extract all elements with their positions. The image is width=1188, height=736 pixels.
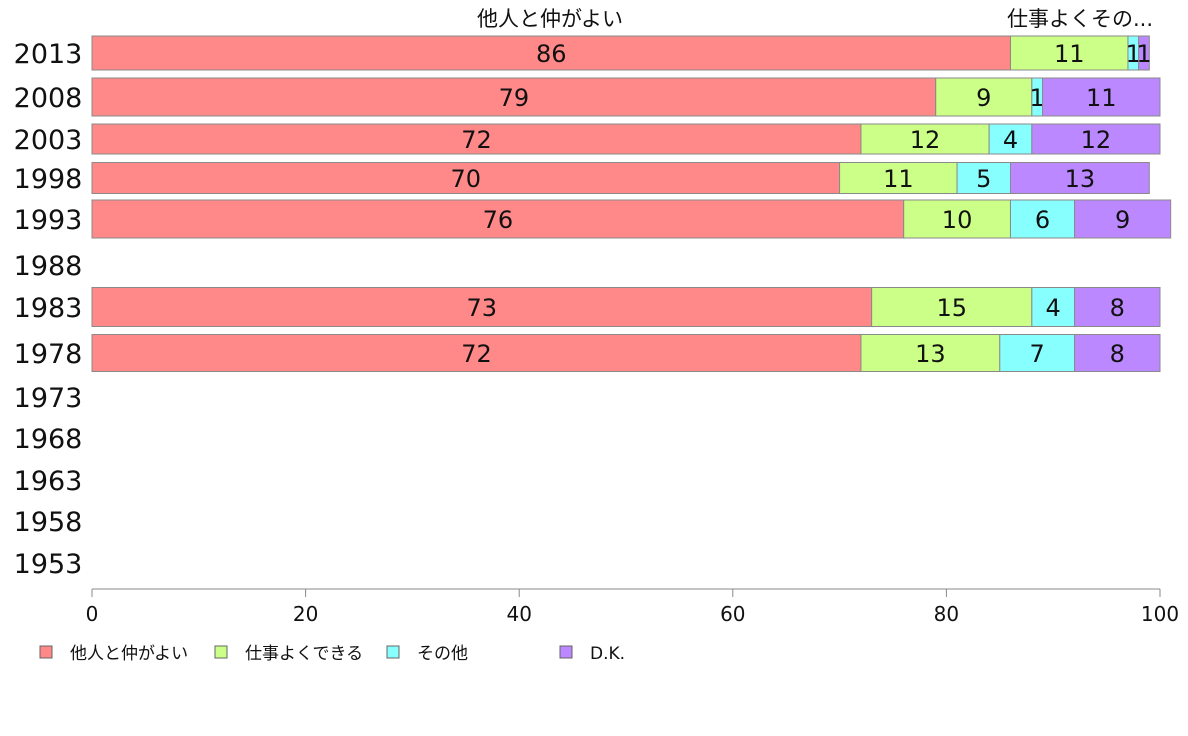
bar-label-1993-series-2: 6: [1035, 206, 1050, 234]
bar-label-1983-series-0: 73: [467, 294, 498, 322]
bar-1983-series-3: [1074, 287, 1161, 327]
bar-2013-series-1: [1009, 35, 1129, 71]
legend-label-0: 他人と仲がよい: [70, 644, 188, 664]
year-label-1978: 1978: [14, 339, 83, 370]
bar-label-2003-series-2: 4: [1003, 126, 1018, 154]
top-series-labels: 他人と仲がよい 仕事よくその...: [477, 7, 1153, 31]
bar-label-1998-series-1: 11: [883, 165, 914, 193]
bar-label-1978-series-3: 8: [1110, 340, 1125, 368]
bar-label-1993-series-1: 10: [942, 206, 973, 234]
bar-1978-series-2: [999, 334, 1076, 372]
bar-1978-series-1: [860, 334, 1001, 372]
bar-label-2008-series-2: 1: [1030, 84, 1045, 112]
bar-label-2008-series-1: 9: [976, 84, 991, 112]
bar-label-1998-series-2: 5: [976, 165, 991, 193]
year-label-1998: 1998: [14, 164, 83, 195]
bar-label-1998-series-3: 13: [1065, 165, 1096, 193]
year-label-2008: 2008: [14, 83, 83, 114]
legend-swatch-0: [39, 645, 53, 659]
x-tick-label-40: 40: [506, 602, 531, 626]
bar-label-1993-series-3: 9: [1115, 206, 1130, 234]
bar-label-2013-series-2: 1: [1126, 40, 1141, 68]
year-label-1993: 1993: [14, 205, 83, 236]
bar-1998-series-2: [956, 162, 1011, 194]
bar-label-2003-series-0: 72: [461, 126, 492, 154]
year-label-1988: 1988: [14, 251, 83, 282]
year-label-1968: 1968: [14, 424, 83, 455]
top-label-secondary: 仕事よくその...: [1007, 7, 1153, 31]
legend-label-1: 仕事よくできる: [245, 644, 363, 664]
bar-1993-series-3: [1074, 199, 1172, 239]
bar-2008-series-0: [91, 77, 937, 117]
year-labels: 2013 2008 2003 1998 1993 1988 1983 1978 1973 1968…: [14, 39, 83, 580]
legend: 他人と仲がよい 仕事よくできる その他 D.K.: [39, 644, 625, 664]
year-label-1983: 1983: [14, 293, 83, 324]
bar-1998-series-0: [91, 162, 841, 194]
bar-label-1978-series-0: 72: [461, 340, 492, 368]
bar-label-2013-series-0: 86: [536, 40, 567, 68]
bar-label-2013-series-3: 1: [1136, 40, 1151, 68]
bar-2013-series-0: [91, 35, 1011, 71]
legend-label-2: その他: [417, 644, 468, 664]
year-label-1963: 1963: [14, 466, 83, 497]
x-tick-label-0: 0: [86, 602, 99, 626]
bar-label-2008-series-3: 11: [1086, 84, 1117, 112]
x-tick-label-100: 100: [1141, 602, 1179, 626]
year-label-2013: 2013: [14, 39, 83, 70]
x-tick-label-60: 60: [720, 602, 745, 626]
x-tick-label-20: 20: [293, 602, 318, 626]
x-tick-label-80: 80: [934, 602, 959, 626]
year-label-1973: 1973: [14, 383, 83, 414]
bar-1983-series-1: [871, 287, 1033, 327]
bar-label-1998-series-0: 70: [451, 165, 482, 193]
bar-label-1993-series-0: 76: [483, 206, 514, 234]
bar-2008-series-3: [1042, 77, 1161, 117]
bar-label-2003-series-3: 12: [1081, 126, 1112, 154]
bar-2013-series-3: [1138, 35, 1150, 71]
bar-1983-series-0: [91, 287, 873, 327]
bar-label-1983-series-2: 4: [1046, 294, 1061, 322]
bar-label-1983-series-3: 8: [1110, 294, 1125, 322]
bar-label-2003-series-1: 12: [910, 126, 941, 154]
bar-1978-series-3: [1074, 334, 1161, 372]
bar-label-1978-series-2: 7: [1030, 340, 1045, 368]
legend-swatch-2: [386, 645, 400, 659]
bar-1998-series-3: [1009, 162, 1150, 194]
bar-1998-series-1: [839, 162, 958, 194]
bar-label-2008-series-0: 79: [499, 84, 530, 112]
legend-swatch-1: [214, 645, 228, 659]
bar-label-2013-series-1: 11: [1054, 40, 1085, 68]
top-label-main: 他人と仲がよい: [477, 7, 623, 31]
bar-1983-series-2: [1031, 287, 1076, 327]
legend-swatch-3: [559, 645, 573, 659]
year-label-1958: 1958: [14, 507, 83, 538]
year-label-2003: 2003: [14, 125, 83, 156]
year-label-1953: 1953: [14, 549, 83, 580]
bar-label-1983-series-1: 15: [936, 294, 967, 322]
legend-label-3: D.K.: [590, 644, 625, 664]
x-axis: 0 20 40 60 80 100: [86, 588, 1179, 626]
bar-label-1978-series-1: 13: [915, 340, 946, 368]
bar-2003-series-3: [1031, 123, 1161, 155]
